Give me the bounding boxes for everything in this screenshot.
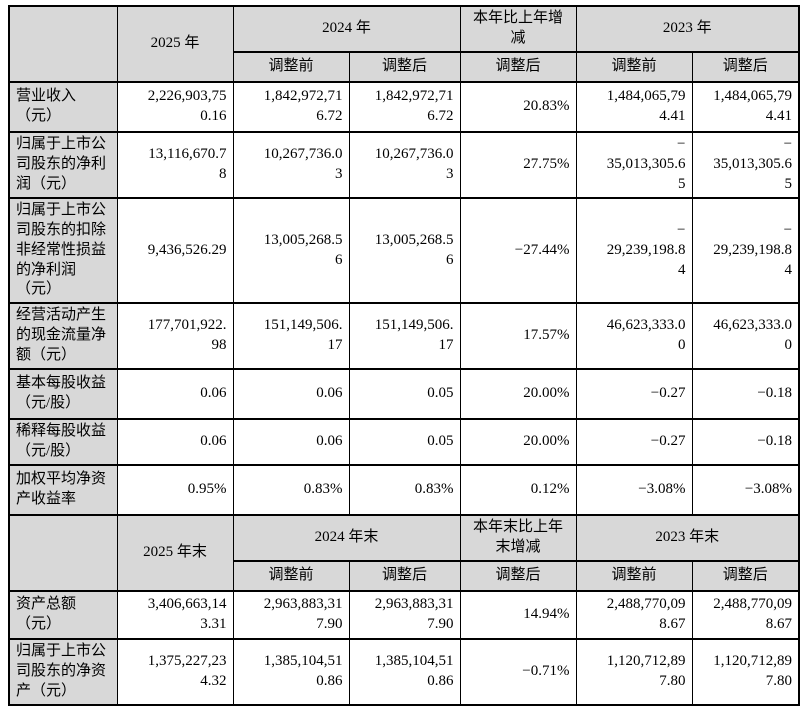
- header-2025-end: 2025 年末: [116, 514, 234, 593]
- header-2025: 2025 年: [116, 5, 234, 83]
- value-2025: 3,406,663,14 3.31: [116, 590, 234, 641]
- value-yoy: −0.71%: [459, 638, 577, 706]
- value-2024-post: 13,005,268.5 6: [348, 196, 461, 305]
- table-row: 营业收入 （元） 2,226,903,75 0.16 1,842,972,71 …: [8, 80, 800, 133]
- value-2023-pre: − 35,013,305.6 5: [575, 130, 693, 199]
- row-label-operating-cash-flow: 经营活动产生 的现金流量净 额（元）: [8, 302, 118, 371]
- value-2025: 0.06: [116, 418, 234, 467]
- table-row: 加权平均净资 产收益率 0.95% 0.83% 0.83% 0.12% −3.0…: [8, 464, 800, 517]
- value-yoy: 14.94%: [459, 590, 577, 641]
- value-2024-post: 0.83%: [348, 464, 461, 517]
- value-2023-pre: 46,623,333.0 0: [575, 302, 693, 371]
- value-2023-post: − 35,013,305.6 5: [691, 130, 800, 199]
- value-2024-post: 10,267,736.0 3: [348, 130, 461, 199]
- value-2023-pre: − 29,239,198.8 4: [575, 196, 693, 305]
- header-2024-pre-adjust: 调整前: [232, 50, 350, 83]
- value-2023-pre: −0.27: [575, 368, 693, 421]
- value-2023-pre: 1,484,065,79 4.41: [575, 80, 693, 133]
- value-yoy: 20.00%: [459, 368, 577, 421]
- value-2023-post: 1,120,712,89 7.80: [691, 638, 800, 706]
- header-end-yoy-post-adjust: 调整后: [459, 560, 577, 593]
- row-label-total-assets: 资产总额 （元）: [8, 590, 118, 641]
- value-2024-post: 1,842,972,71 6.72: [348, 80, 461, 133]
- value-2024-pre: 2,963,883,31 7.90: [232, 590, 350, 641]
- value-2023-pre: −3.08%: [575, 464, 693, 517]
- table-row: 稀释每股收益 （元/股） 0.06 0.06 0.05 20.00% −0.27…: [8, 418, 800, 467]
- value-yoy: −27.44%: [459, 196, 577, 305]
- row-label-diluted-eps: 稀释每股收益 （元/股）: [8, 418, 118, 467]
- value-yoy: 17.57%: [459, 302, 577, 371]
- row-label-basic-eps: 基本每股收益 （元/股）: [8, 368, 118, 421]
- value-2025: 177,701,922. 98: [116, 302, 234, 371]
- value-2024-pre: 0.83%: [232, 464, 350, 517]
- value-2024-pre: 0.06: [232, 418, 350, 467]
- value-yoy: 20.00%: [459, 418, 577, 467]
- value-2023-post: − 29,239,198.8 4: [691, 196, 800, 305]
- value-2024-pre: 1,842,972,71 6.72: [232, 80, 350, 133]
- value-2023-post: −3.08%: [691, 464, 800, 517]
- value-2024-post: 2,963,883,31 7.90: [348, 590, 461, 641]
- header-yoy-change: 本年比上年增 减: [459, 5, 577, 53]
- value-2025: 0.95%: [116, 464, 234, 517]
- value-2025: 13,116,670.7 8: [116, 130, 234, 199]
- header-end-yoy-change: 本年末比上年 末增减: [459, 514, 577, 563]
- table-row: 资产总额 （元） 3,406,663,14 3.31 2,963,883,31 …: [8, 590, 800, 641]
- header-2024-post-adjust: 调整后: [348, 50, 461, 83]
- value-yoy: 20.83%: [459, 80, 577, 133]
- header-yoy-post-adjust: 调整后: [459, 50, 577, 83]
- value-2024-pre: 10,267,736.0 3: [232, 130, 350, 199]
- header-2024-end: 2024 年末: [232, 514, 461, 563]
- value-2024-post: 0.05: [348, 368, 461, 421]
- row-label-net-assets: 归属于上市公 司股东的净资 产（元）: [8, 638, 118, 706]
- header-2023-end-post-adjust: 调整后: [691, 560, 800, 593]
- value-2025: 9,436,526.29: [116, 196, 234, 305]
- value-yoy: 27.75%: [459, 130, 577, 199]
- value-yoy: 0.12%: [459, 464, 577, 517]
- value-2023-pre: 2,488,770,09 8.67: [575, 590, 693, 641]
- row-label-net-profit-excl-nonrecurring: 归属于上市公 司股东的扣除 非经常性损益 的净利润 （元）: [8, 196, 118, 305]
- corner-cell-annual: [8, 5, 118, 83]
- value-2023-post: −0.18: [691, 418, 800, 467]
- value-2023-post: 46,623,333.0 0: [691, 302, 800, 371]
- header-2023-end-pre-adjust: 调整前: [575, 560, 693, 593]
- header-2024: 2024 年: [232, 5, 461, 53]
- row-label-revenue: 营业收入 （元）: [8, 80, 118, 133]
- header-2023: 2023 年: [575, 5, 800, 53]
- value-2024-pre: 13,005,268.5 6: [232, 196, 350, 305]
- header-2023-end: 2023 年末: [575, 514, 800, 563]
- value-2023-pre: 1,120,712,89 7.80: [575, 638, 693, 706]
- value-2023-pre: −0.27: [575, 418, 693, 467]
- value-2025: 1,375,227,23 4.32: [116, 638, 234, 706]
- value-2023-post: 1,484,065,79 4.41: [691, 80, 800, 133]
- row-label-weighted-avg-roe: 加权平均净资 产收益率: [8, 464, 118, 517]
- table-row: 经营活动产生 的现金流量净 额（元） 177,701,922. 98 151,1…: [8, 302, 800, 371]
- value-2024-pre: 0.06: [232, 368, 350, 421]
- value-2024-pre: 1,385,104,51 0.86: [232, 638, 350, 706]
- value-2024-post: 1,385,104,51 0.86: [348, 638, 461, 706]
- corner-cell-period-end: [8, 514, 118, 593]
- value-2025: 0.06: [116, 368, 234, 421]
- value-2024-post: 0.05: [348, 418, 461, 467]
- header-2023-post-adjust: 调整后: [691, 50, 800, 83]
- row-label-net-profit: 归属于上市公 司股东的净利 润（元）: [8, 130, 118, 199]
- table-row: 归属于上市公 司股东的净利 润（元） 13,116,670.7 8 10,267…: [8, 130, 800, 199]
- table-row: 基本每股收益 （元/股） 0.06 0.06 0.05 20.00% −0.27…: [8, 368, 800, 421]
- value-2024-post: 151,149,506. 17: [348, 302, 461, 371]
- table-row: 归属于上市公 司股东的净资 产（元） 1,375,227,23 4.32 1,3…: [8, 638, 800, 706]
- value-2024-pre: 151,149,506. 17: [232, 302, 350, 371]
- table-row: 归属于上市公 司股东的扣除 非经常性损益 的净利润 （元） 9,436,526.…: [8, 196, 800, 305]
- value-2025: 2,226,903,75 0.16: [116, 80, 234, 133]
- header-2024-end-pre-adjust: 调整前: [232, 560, 350, 593]
- financial-summary-table: 2025 年 2024 年 本年比上年增 减 2023 年 调整前 调整后 调整…: [8, 5, 801, 706]
- value-2023-post: 2,488,770,09 8.67: [691, 590, 800, 641]
- header-2023-pre-adjust: 调整前: [575, 50, 693, 83]
- value-2023-post: −0.18: [691, 368, 800, 421]
- header-2024-end-post-adjust: 调整后: [348, 560, 461, 593]
